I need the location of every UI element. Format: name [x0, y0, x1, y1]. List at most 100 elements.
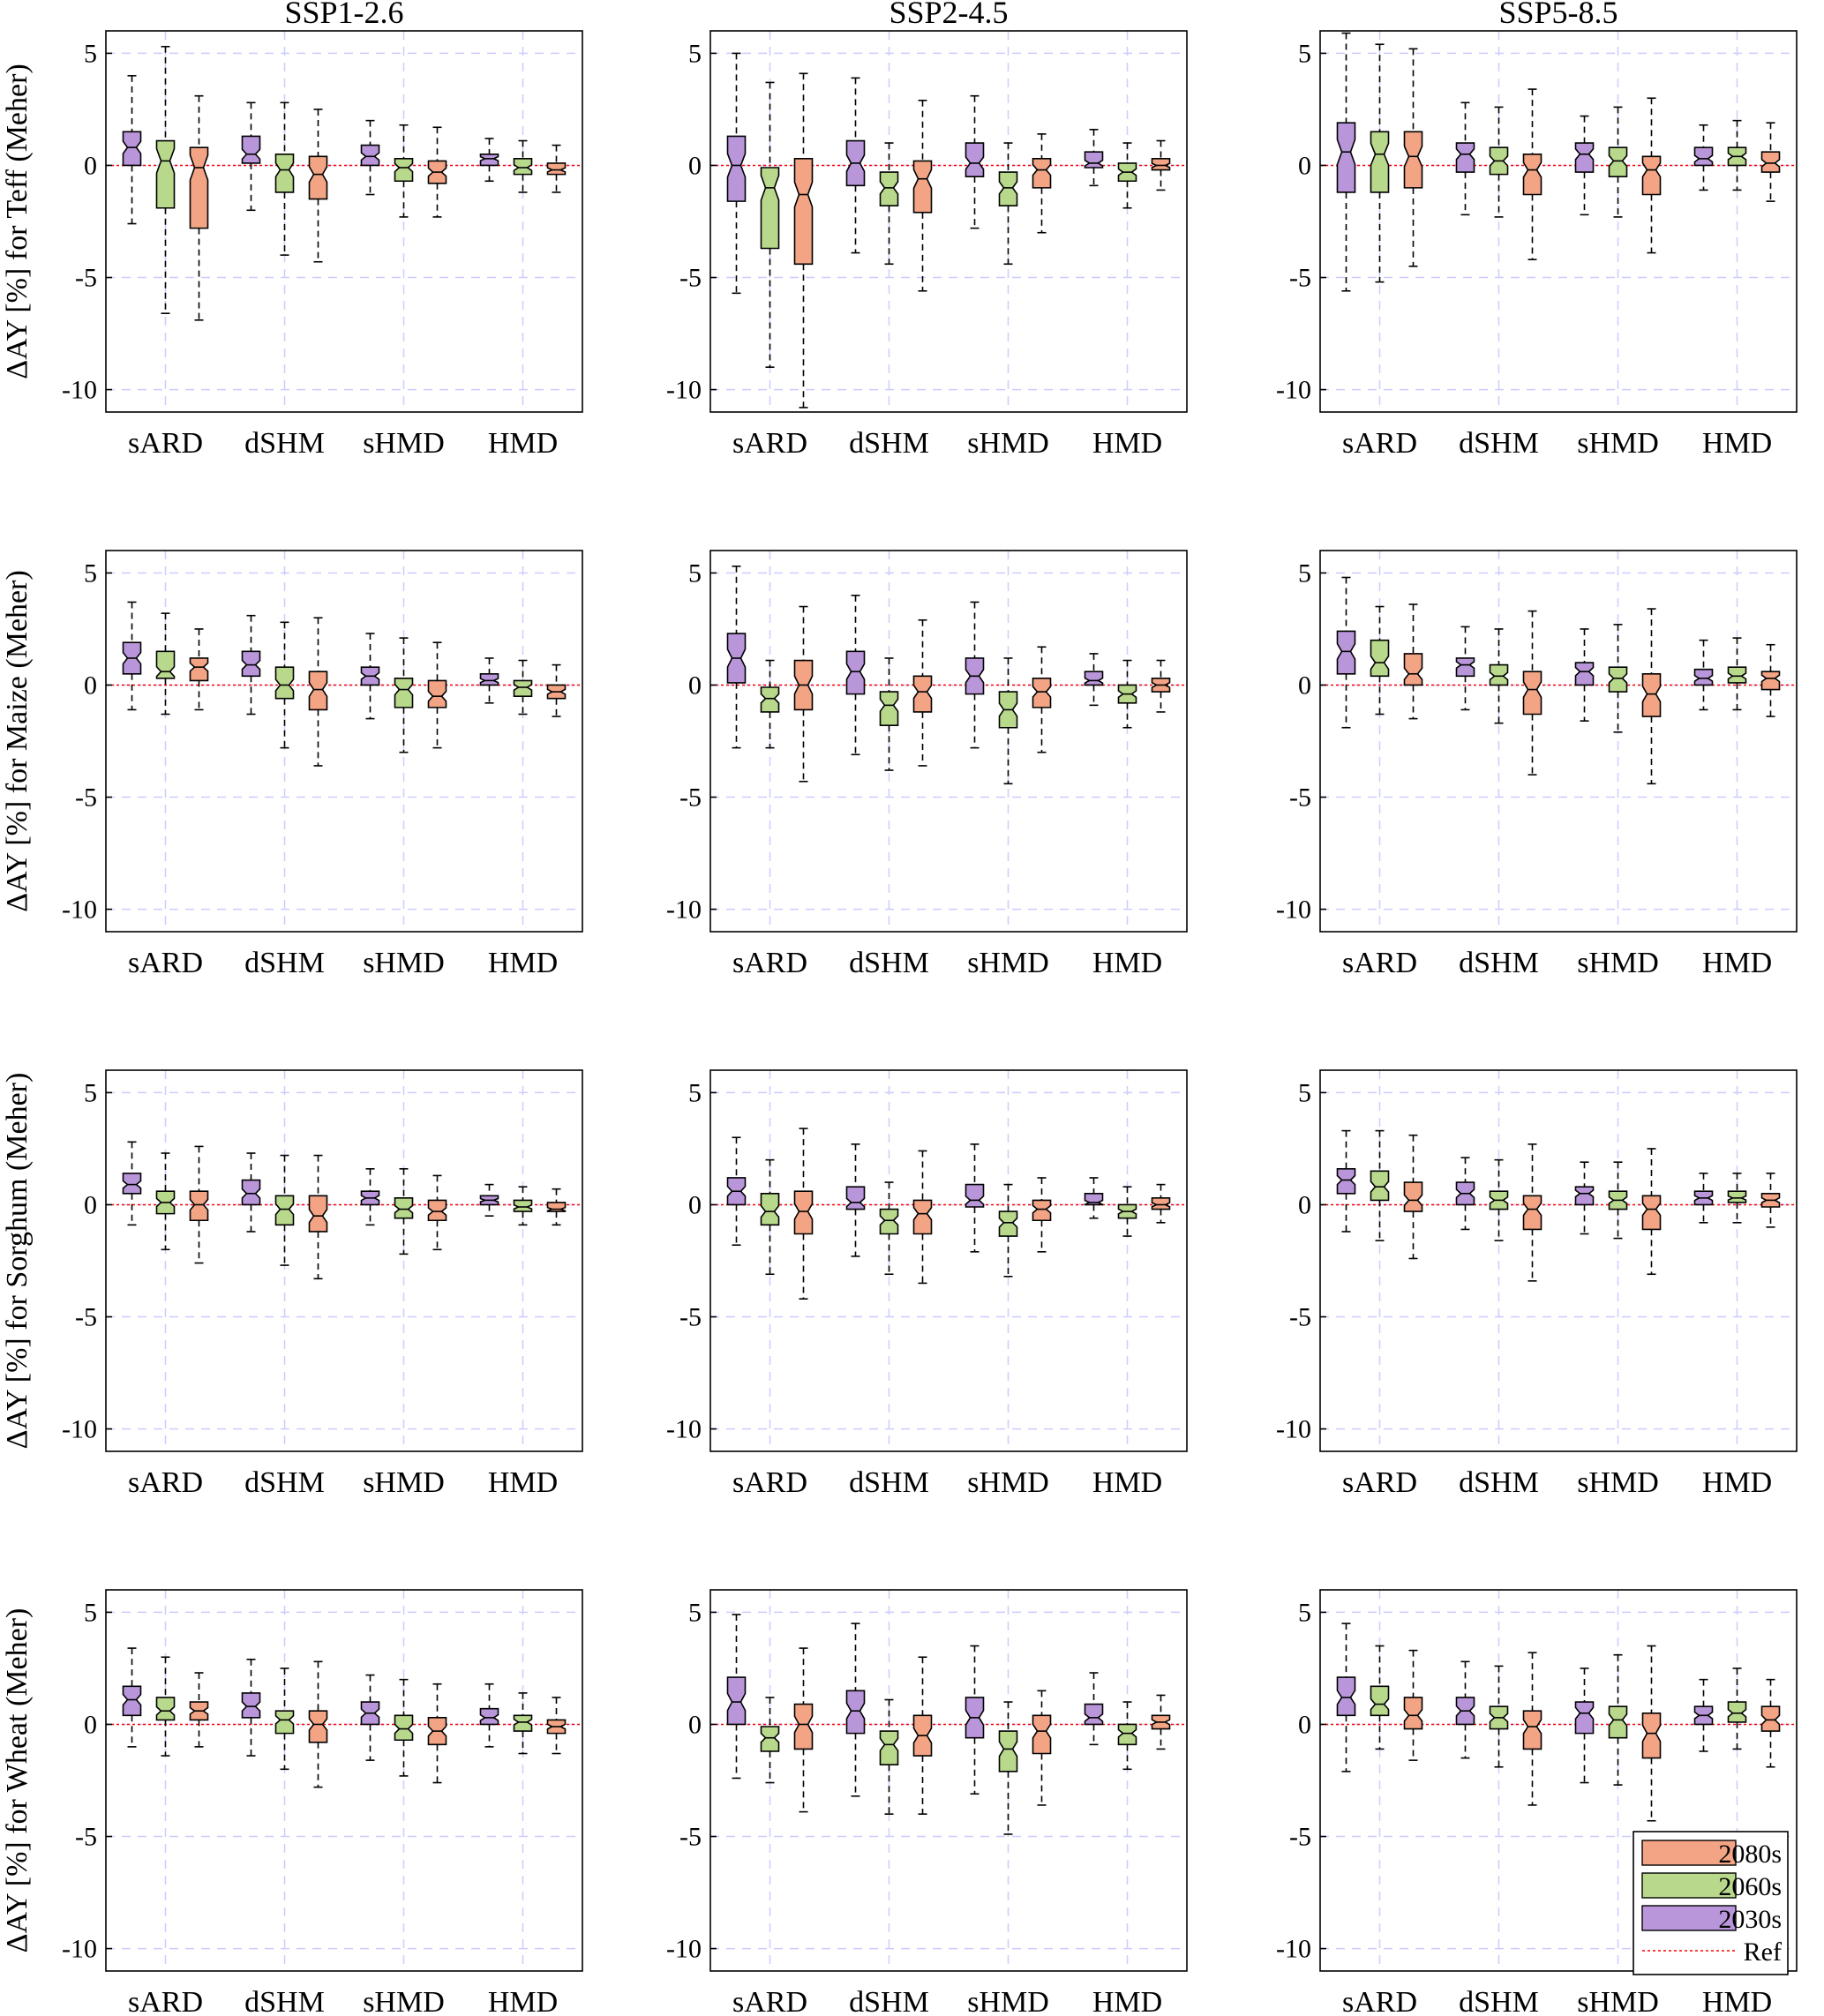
x-tick-label: HMD — [1702, 1466, 1772, 1499]
box-HMD-2080s — [1151, 1183, 1171, 1224]
x-tick-label: dSHM — [244, 1466, 325, 1499]
box-dSHM-2030s — [845, 595, 866, 756]
y-tick-label: -10 — [62, 376, 97, 405]
box-body — [1032, 158, 1052, 189]
y-tick-label: 5 — [84, 1598, 97, 1627]
x-tick-label: HMD — [1702, 427, 1772, 460]
y-axis-label: ΔAY [%] for Maize (Meher) — [1, 570, 34, 912]
box-body — [726, 1676, 747, 1726]
panel-title: SSP2-4.5 — [889, 0, 1008, 30]
y-tick-label: -5 — [679, 1303, 702, 1332]
x-tick-label: dSHM — [849, 947, 929, 979]
x-tick-label: sHMD — [1577, 1466, 1659, 1499]
box-body — [1336, 1168, 1356, 1195]
box-body — [1574, 142, 1595, 173]
box-body — [726, 135, 747, 202]
y-tick-label: 5 — [688, 1078, 702, 1107]
box-body — [1522, 1195, 1543, 1231]
box-body — [1641, 1195, 1662, 1231]
box-sHMD-2030s — [965, 1143, 985, 1253]
box-sHMD-2030s — [360, 119, 380, 196]
box-sHMD-2030s — [360, 1168, 380, 1226]
box-dSHM-2060s — [274, 1668, 295, 1771]
panel-title: SSP5-8.5 — [1498, 0, 1618, 30]
panel-r2-c0: -10 -5 0 5 sARD dSHM sHMD HMD — [62, 1069, 583, 1499]
x-tick-label: sHMD — [967, 1466, 1049, 1499]
x-tick-label: HMD — [1092, 427, 1162, 460]
box-sARD-2080s — [793, 1647, 814, 1813]
y-tick-label: -5 — [1289, 1303, 1311, 1332]
box-body — [513, 1714, 533, 1732]
box-body — [1693, 146, 1714, 167]
box-body — [360, 144, 380, 167]
x-tick-label: sHMD — [363, 427, 445, 460]
box-sARD-2030s — [1336, 1623, 1356, 1772]
box-sHMD-2060s — [394, 1168, 414, 1255]
y-tick-label: 5 — [84, 558, 97, 588]
box-HMD-2080s — [1760, 1173, 1781, 1228]
box-dSHM-2030s — [1455, 1660, 1475, 1759]
box-body — [1336, 630, 1356, 675]
box-body — [845, 1690, 866, 1735]
x-tick-label: sHMD — [363, 947, 445, 979]
box-sHMD-2060s — [394, 1678, 414, 1777]
box-sHMD-2060s — [1608, 1653, 1628, 1786]
x-tick-label: dSHM — [1459, 947, 1539, 979]
legend-swatch — [1641, 1872, 1737, 1899]
y-tick-label: -10 — [1276, 896, 1311, 925]
box-dSHM-2060s — [274, 1154, 295, 1266]
panel-r1-c1: -10 -5 0 5 sARD dSHM sHMD HMD — [666, 550, 1188, 979]
box-body — [965, 1183, 985, 1208]
box-sHMD-2030s — [1574, 115, 1595, 216]
box-sARD-2030s — [122, 1141, 142, 1226]
y-axis-label: ΔAY [%] for Wheat (Meher) — [1, 1608, 34, 1953]
x-tick-label: sHMD — [363, 1986, 445, 2016]
x-tick-label: HMD — [1702, 947, 1772, 979]
x-tick-label: dSHM — [849, 1986, 929, 2016]
box-HMD-2080s — [1760, 1678, 1781, 1768]
box-dSHM-2030s — [845, 1143, 866, 1257]
y-tick-label: 0 — [1298, 1710, 1311, 1739]
panel-title: SSP1-2.6 — [284, 0, 403, 30]
x-tick-label: sARD — [128, 1466, 203, 1499]
y-tick-label: 5 — [1298, 1078, 1311, 1107]
box-body — [1151, 1197, 1171, 1210]
box-HMD-2030s — [1084, 653, 1104, 707]
y-tick-label: -10 — [666, 896, 702, 925]
legend-label: 2030s — [1718, 1905, 1782, 1934]
box-body — [1032, 1714, 1052, 1755]
box-sHMD-2080s — [427, 641, 447, 749]
y-tick-label: 0 — [1298, 671, 1311, 700]
y-axis-label: ΔAY [%] for Teff (Meher) — [1, 64, 34, 378]
box-body — [1403, 653, 1423, 686]
box-dSHM-2030s — [845, 1623, 866, 1797]
box-body — [998, 1730, 1018, 1772]
box-HMD-2030s — [1693, 1678, 1714, 1752]
box-sARD-2030s — [726, 52, 747, 295]
panel-r2-c1: -10 -5 0 5 sARD dSHM sHMD HMD — [666, 1069, 1188, 1499]
box-body — [1760, 1705, 1781, 1732]
box-HMD-2080s — [1151, 139, 1171, 191]
box-sARD-2060s — [155, 45, 176, 314]
box-body — [546, 162, 567, 176]
box-HMD-2060s — [1117, 1186, 1137, 1237]
box-body — [1760, 671, 1781, 691]
box-body — [1370, 1685, 1390, 1717]
box-sHMD-2060s — [998, 657, 1018, 785]
legend-swatch — [1641, 1905, 1737, 1931]
box-HMD-2080s — [546, 1697, 567, 1755]
box-body — [1370, 131, 1390, 193]
y-tick-label: 0 — [84, 1710, 97, 1739]
box-dSHM-2030s — [241, 101, 261, 212]
x-tick-label: sARD — [1342, 1986, 1417, 2016]
box-body — [1574, 662, 1595, 686]
box-sHMD-2060s — [1608, 624, 1628, 733]
box-HMD-2080s — [546, 144, 567, 193]
y-tick-label: 0 — [84, 151, 97, 180]
box-sHMD-2080s — [1641, 608, 1662, 785]
x-tick-label: dSHM — [1459, 427, 1539, 460]
box-body — [965, 142, 985, 177]
box-dSHM-2080s — [308, 1154, 328, 1280]
y-tick-label: -10 — [62, 1415, 97, 1444]
box-body — [189, 657, 209, 682]
